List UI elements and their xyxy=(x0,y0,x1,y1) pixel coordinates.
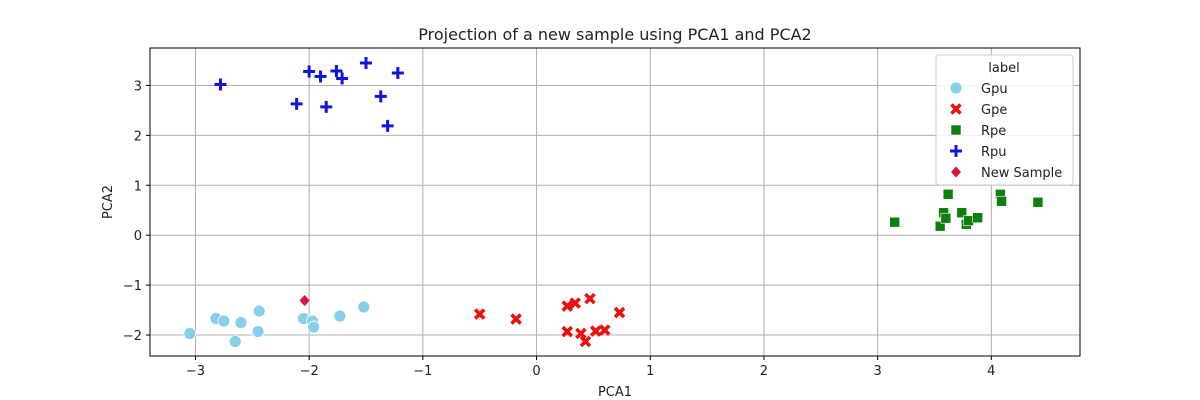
point-new-sample xyxy=(298,294,311,308)
point-rpu xyxy=(391,66,404,79)
axis-ticks: −3 −2 −1 0 1 2 3 4 −2 −1 0 1 2 3 xyxy=(123,79,996,379)
y-tick-label: 2 xyxy=(134,129,142,144)
legend: label Gpu Gpe Rpe Rpu New Sample xyxy=(935,54,1074,186)
y-tick-label: −1 xyxy=(123,279,142,294)
point-gpe xyxy=(473,308,486,320)
x-tick-label: −3 xyxy=(186,364,205,379)
legend-marker-new-sample xyxy=(950,165,962,179)
point-rpe xyxy=(940,212,952,224)
y-tick-label: 0 xyxy=(134,229,142,244)
y-tick-label: 3 xyxy=(134,79,142,94)
y-axis-label: PCA2 xyxy=(101,185,116,219)
point-gpe xyxy=(575,327,587,340)
point-rpu xyxy=(314,70,327,83)
point-rpu xyxy=(381,119,394,132)
point-gpu xyxy=(333,309,347,323)
point-rpu xyxy=(320,100,333,113)
legend-label-rpe: Rpe xyxy=(981,124,1006,139)
point-gpu xyxy=(251,325,265,338)
point-rpu xyxy=(214,78,227,91)
point-rpe xyxy=(996,195,1007,207)
point-rpu xyxy=(290,97,303,110)
legend-marker-gpe xyxy=(950,103,962,115)
point-rpu xyxy=(360,56,373,69)
plot-frame xyxy=(149,47,1081,357)
point-gpu xyxy=(234,316,248,329)
legend-label-new-sample: New Sample xyxy=(981,166,1062,181)
point-gpe xyxy=(510,313,522,325)
y-tick-label: −2 xyxy=(123,329,142,344)
point-rpe xyxy=(1032,196,1044,208)
point-gpe xyxy=(613,306,626,319)
point-gpe xyxy=(561,300,574,312)
point-rpu xyxy=(330,64,343,77)
point-gpe xyxy=(569,297,581,309)
x-tick-label: −2 xyxy=(300,364,319,379)
x-tick-label: 0 xyxy=(532,364,540,379)
legend-label-rpu: Rpu xyxy=(981,145,1007,160)
point-gpe xyxy=(584,292,596,305)
chart-title: Projection of a new sample using PCA1 an… xyxy=(418,25,811,44)
x-tick-label: 3 xyxy=(873,364,881,379)
point-rpe xyxy=(956,207,968,219)
point-gpe xyxy=(561,325,574,338)
legend-marker-rpe xyxy=(950,124,962,136)
x-tick-label: 2 xyxy=(760,364,768,379)
point-gpu xyxy=(252,304,266,318)
legend-label-gpe: Gpe xyxy=(981,103,1007,118)
point-gpe xyxy=(598,324,611,336)
data-points xyxy=(183,56,1044,348)
point-rpu xyxy=(336,72,349,85)
point-rpe xyxy=(963,215,974,227)
point-gpe xyxy=(589,325,602,337)
x-tick-label: −1 xyxy=(413,364,432,379)
point-gpu xyxy=(228,335,242,348)
point-gpu xyxy=(183,327,197,340)
point-rpe xyxy=(889,216,900,228)
point-gpu xyxy=(217,314,231,328)
point-rpe xyxy=(942,188,954,200)
x-axis-label: PCA1 xyxy=(598,385,632,400)
x-tick-label: 4 xyxy=(987,364,995,379)
legend-marker-gpu xyxy=(949,81,963,95)
x-tick-label: 1 xyxy=(646,364,654,379)
point-gpu xyxy=(307,320,321,334)
point-rpe xyxy=(934,220,946,232)
legend-box xyxy=(935,54,1074,186)
point-rpe xyxy=(972,212,983,224)
legend-marker-rpu xyxy=(950,145,962,157)
point-gpu xyxy=(357,300,371,314)
point-rpu xyxy=(374,90,387,103)
point-gpe xyxy=(579,335,592,348)
legend-title: label xyxy=(988,61,1019,76)
legend-label-gpu: Gpu xyxy=(981,82,1008,97)
point-rpu xyxy=(303,65,316,78)
y-tick-label: 1 xyxy=(134,179,142,194)
grid-lines xyxy=(150,48,1080,356)
